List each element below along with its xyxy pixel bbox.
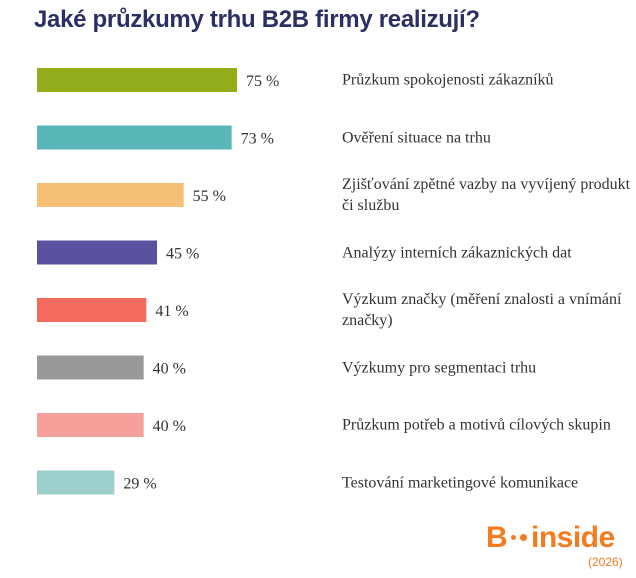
chart-title: Jaké průzkumy trhu B2B firmy realizují? <box>34 6 480 33</box>
bar-3 <box>37 183 184 207</box>
bar-2 <box>37 125 232 150</box>
value-label-1: 75 % <box>246 73 279 90</box>
bar-1 <box>37 68 237 92</box>
year-label: (2026) <box>588 555 623 569</box>
value-label-3: 55 % <box>193 188 226 205</box>
bar-7 <box>37 413 144 437</box>
category-label-7: Průzkum potřeb a motivů cílových skupin <box>342 416 611 434</box>
category-label-4: Analýzy interních zákaznických dat <box>342 244 572 261</box>
bar-6 <box>37 355 144 380</box>
bar-8 <box>37 470 115 495</box>
value-label-4: 45 % <box>166 246 199 263</box>
category-label-2: Ověření situace na trhu <box>342 129 491 146</box>
bar-5 <box>37 298 147 322</box>
value-label-2: 73 % <box>241 131 274 148</box>
value-label-7: 40 % <box>153 418 186 435</box>
logo-letter: B <box>486 521 508 554</box>
value-label-8: 29 % <box>123 476 156 493</box>
category-label-1: Průzkum spokojenosti zákazníků <box>342 71 554 89</box>
category-label-8: Testování marketingové komunikace <box>342 474 579 491</box>
value-label-6: 40 % <box>153 361 186 378</box>
logo-word: inside <box>531 521 615 554</box>
category-label-5: Výzkum značky (měření znalosti a vnímání… <box>342 291 622 329</box>
bar-4 <box>37 240 157 265</box>
logo-dot-large <box>520 534 527 541</box>
category-label-6: Výzkumy pro segmentaci trhu <box>342 359 537 376</box>
value-label-5: 41 % <box>155 303 188 320</box>
category-label-3: Zjišťování zpětné vazby na vyvíjený prod… <box>342 176 631 214</box>
logo-dot-small <box>511 535 516 540</box>
b-inside-logo: B inside <box>486 521 626 555</box>
